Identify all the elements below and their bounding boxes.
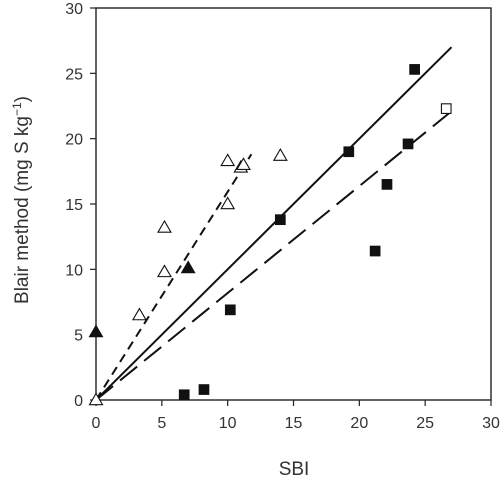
filled-square-marker xyxy=(369,245,381,257)
open-triangle-marker xyxy=(236,157,251,171)
filled-square-marker xyxy=(274,214,286,226)
y-axis-title-superscript: −1 xyxy=(10,102,24,116)
filled-square-marker xyxy=(178,389,190,401)
open-triangle-marker xyxy=(157,264,172,278)
open-triangle-marker xyxy=(272,148,288,161)
y-axis-title-end: ) xyxy=(12,96,33,102)
open-triangle-marker xyxy=(220,196,236,210)
y-tick-label: 0 xyxy=(74,393,83,410)
open-square-marker xyxy=(440,103,452,114)
x-tick-label: 0 xyxy=(92,415,101,432)
plot-area: 0 5 10 15 20 25 30 0 5 10 15 20 25 30 xyxy=(65,1,500,432)
trend-line-long-dash xyxy=(95,110,453,401)
trend-line-short-dash xyxy=(95,153,253,401)
open-triangle-marker xyxy=(88,392,104,406)
y-axis-title: Blair method (mg S kg−1) xyxy=(10,96,33,304)
x-tick-label: 15 xyxy=(285,415,303,432)
y-tick-label: 25 xyxy=(65,66,83,83)
filled-square-marker xyxy=(381,179,393,190)
y-axis-title-main: Blair method (mg S kg xyxy=(12,116,33,304)
open-triangle-marker xyxy=(157,219,172,233)
x-tick-label: 30 xyxy=(482,415,500,432)
y-tick-label: 15 xyxy=(65,197,83,214)
filled-square-marker xyxy=(343,146,355,158)
x-tick-label: 10 xyxy=(219,415,237,432)
filled-square-marker xyxy=(409,64,420,75)
filled-square-marker xyxy=(402,138,414,150)
x-tick-label: 5 xyxy=(157,415,166,432)
trend-line-solid xyxy=(95,46,453,401)
x-axis-title: SBI xyxy=(279,459,310,480)
y-tick-label: 30 xyxy=(65,1,83,18)
filled-triangle-marker xyxy=(88,324,104,338)
filled-square-marker xyxy=(198,384,210,395)
open-triangle-marker xyxy=(131,307,147,321)
y-tick-label: 10 xyxy=(65,262,83,279)
open-triangle-marker xyxy=(220,153,236,167)
x-tick-label: 20 xyxy=(350,415,368,432)
filled-square-marker xyxy=(224,304,236,316)
y-tick-label: 20 xyxy=(65,132,83,149)
y-tick-label: 5 xyxy=(74,328,83,345)
filled-triangle-marker xyxy=(180,260,196,274)
x-tick-label: 25 xyxy=(416,415,434,432)
